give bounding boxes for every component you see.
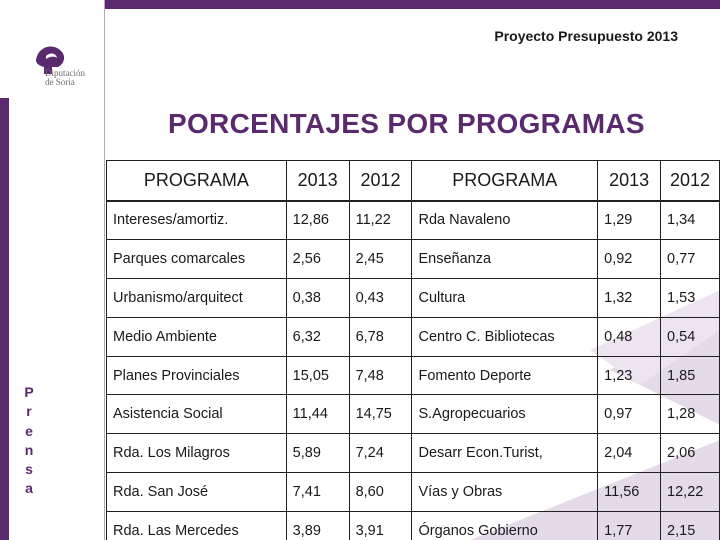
side-letter: s xyxy=(25,461,33,478)
table-row: Intereses/amortiz. 12,86 11,22 Rda Navaleno… xyxy=(106,200,720,240)
table-cell: 1,28 xyxy=(660,394,720,435)
table-row: Planes Provinciales 15,05 7,48 Fomento Depo… xyxy=(106,355,720,396)
table-cell: Planes Provinciales xyxy=(106,355,287,396)
side-letter: n xyxy=(24,441,34,458)
table-cell: 7,41 xyxy=(285,472,350,513)
diputacion-logo-icon xyxy=(36,46,65,74)
table-cell: 1,32 xyxy=(597,277,662,318)
table-cell: 1,23 xyxy=(597,355,662,396)
left-accent-bar xyxy=(0,98,9,540)
table-cell: Centro C. Bibliotecas xyxy=(411,316,599,357)
table-cell: 1,77 xyxy=(597,511,662,540)
table-cell: 1,53 xyxy=(660,277,720,318)
side-letter: r xyxy=(26,403,32,420)
table-row: Rda. Las Mercedes 3,89 3,91 Órganos Gobiern… xyxy=(106,511,720,540)
table-cell: 12,22 xyxy=(660,472,720,513)
table-cell: 0,43 xyxy=(348,277,413,318)
header-title: Proyecto Presupuesto 2013 xyxy=(494,28,678,44)
budget-table: PROGRAMA 2013 2012 PROGRAMA 2013 2012 In… xyxy=(106,160,720,540)
logo-line-1: Diputación xyxy=(45,68,85,78)
logo-text: Diputación de Soria xyxy=(45,69,85,87)
table-cell: 15,05 xyxy=(285,355,350,396)
top-accent-bar xyxy=(104,0,720,9)
table-cell: 1,34 xyxy=(660,200,720,240)
side-letter: a xyxy=(25,480,33,497)
side-letter: e xyxy=(25,422,33,439)
table-cell: 7,48 xyxy=(348,355,413,396)
table-cell: 0,77 xyxy=(660,238,720,279)
column-header: PROGRAMA xyxy=(106,160,287,201)
table-cell: 3,89 xyxy=(285,511,350,540)
table-row: Rda. Los Milagros 5,89 7,24 Desarr Econ.Tur… xyxy=(106,433,720,474)
table-row: Urbanismo/arquitect 0,38 0,43 Cultura 1,32 1,… xyxy=(106,277,720,318)
table-cell: 6,78 xyxy=(348,316,413,357)
table-cell: Urbanismo/arquitect xyxy=(106,277,287,318)
side-letter: P xyxy=(24,384,34,400)
table-cell: 2,15 xyxy=(660,511,720,540)
table-cell: 3,91 xyxy=(348,511,413,540)
table-cell: 5,89 xyxy=(285,433,350,474)
logo-line-2: de Soria xyxy=(45,77,75,87)
table-cell: Parques comarcales xyxy=(106,238,287,279)
table-cell: 2,56 xyxy=(285,238,350,279)
table-cell: 6,32 xyxy=(285,316,350,357)
left-divider-line xyxy=(104,0,105,540)
column-header: PROGRAMA xyxy=(411,160,599,201)
table-cell: 0,97 xyxy=(597,394,662,435)
table-cell: 2,45 xyxy=(348,238,413,279)
table-cell: 2,04 xyxy=(597,433,662,474)
table-row: Parques comarcales 2,56 2,45 Enseñanza 0,92 0… xyxy=(106,238,720,279)
table-cell: 12,86 xyxy=(285,200,350,240)
table-cell: 0,48 xyxy=(597,316,662,357)
table-cell: 7,24 xyxy=(348,433,413,474)
table-header-row: PROGRAMA 2013 2012 PROGRAMA 2013 2012 xyxy=(106,160,720,201)
table-cell: Vías y Obras xyxy=(411,472,599,513)
table-cell: 1,29 xyxy=(597,200,662,240)
table-cell: Desarr Econ.Turist, xyxy=(411,433,599,474)
column-header: 2013 xyxy=(285,160,350,201)
table-cell: 1,85 xyxy=(660,355,720,396)
table-cell: 8,60 xyxy=(348,472,413,513)
table-cell: Medio Ambiente xyxy=(106,316,287,357)
table-cell: Órganos Gobierno xyxy=(411,511,599,540)
column-header: 2012 xyxy=(660,160,720,201)
table-cell: 11,22 xyxy=(348,200,413,240)
table-cell: Enseñanza xyxy=(411,238,599,279)
table-cell: 11,56 xyxy=(597,472,662,513)
table-cell: Cultura xyxy=(411,277,599,318)
table-row: Medio Ambiente 6,32 6,78 Centro C. Bibliote… xyxy=(106,316,720,357)
table-cell: Rda. Los Milagros xyxy=(106,433,287,474)
table-cell: Intereses/amortiz. xyxy=(106,200,287,240)
table-cell: 11,44 xyxy=(285,394,350,435)
table-cell: 0,38 xyxy=(285,277,350,318)
page-title: PORCENTAJES POR PROGRAMAS xyxy=(168,108,645,139)
table-row: Asistencia Social 11,44 14,75 S.Agropecuari… xyxy=(106,394,720,435)
column-header: 2013 xyxy=(597,160,662,201)
column-header: 2012 xyxy=(348,160,413,201)
table-cell: 0,92 xyxy=(597,238,662,279)
table-cell: Rda Navaleno xyxy=(411,200,599,240)
table-cell: 14,75 xyxy=(348,394,413,435)
table-cell: Fomento Deporte xyxy=(411,355,599,396)
table-cell: 2,06 xyxy=(660,433,720,474)
table-row: Rda. San José 7,41 8,60 Vías y Obras 11,56 12… xyxy=(106,472,720,513)
table-cell: Rda. San José xyxy=(106,472,287,513)
table-cell: Asistencia Social xyxy=(106,394,287,435)
table-body: Intereses/amortiz. 12,86 11,22 Rda Navaleno… xyxy=(106,200,720,540)
table-cell: Rda. Las Mercedes xyxy=(106,511,287,540)
table-cell: S.Agropecuarios xyxy=(411,394,599,435)
table-cell: 0,54 xyxy=(660,316,720,357)
side-vertical-word: P r e n s a xyxy=(22,383,36,499)
